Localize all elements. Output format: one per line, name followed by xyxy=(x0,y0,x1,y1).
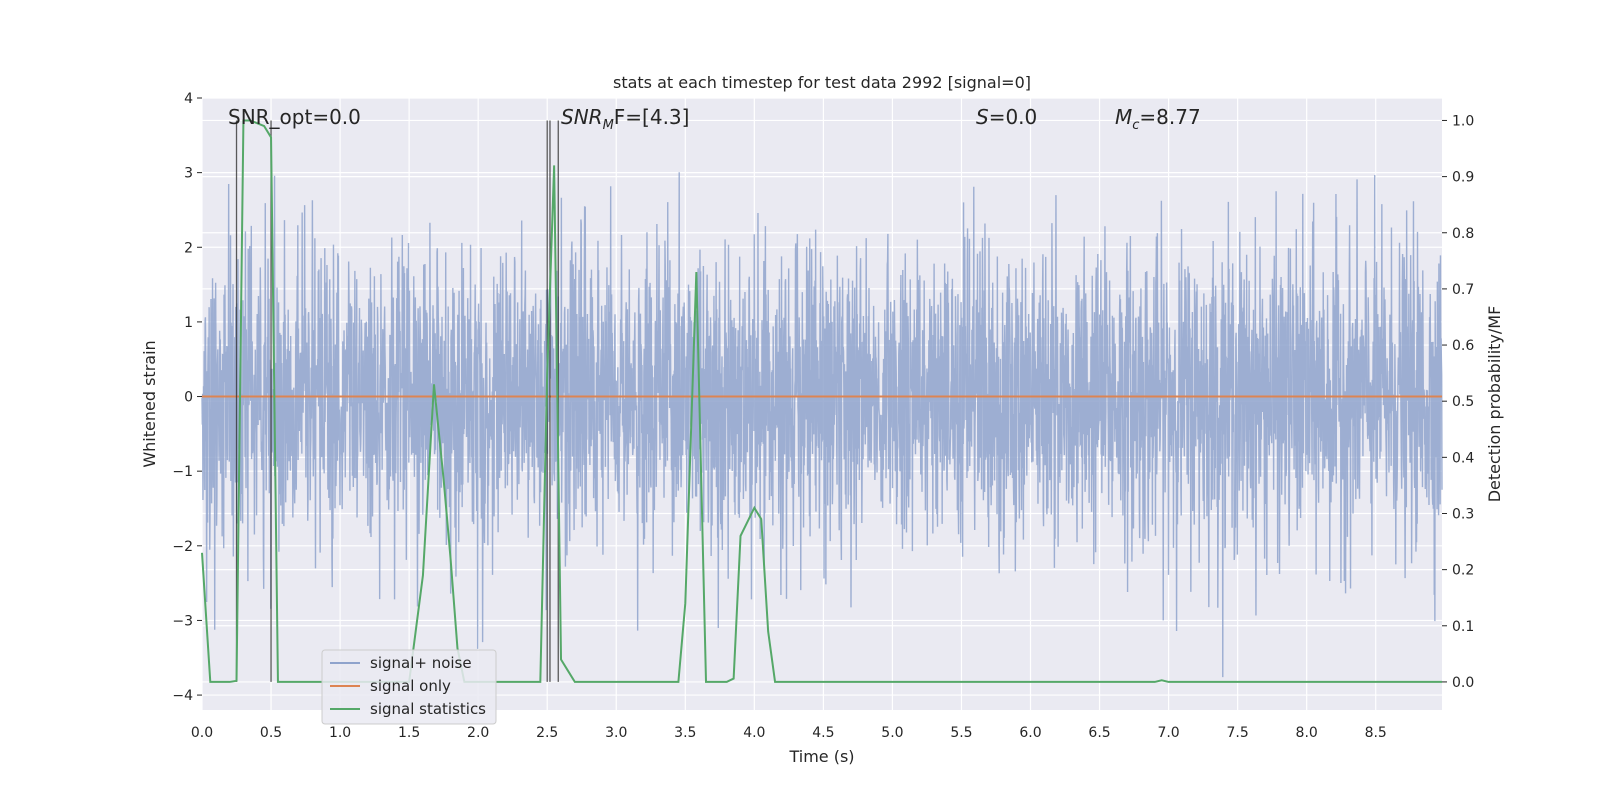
x-tick-label: 4.0 xyxy=(743,725,765,741)
y-right-tick-label: 0.0 xyxy=(1452,675,1474,691)
y-right-tick-label: 0.9 xyxy=(1452,170,1474,186)
y-left-tick-label: 1 xyxy=(184,315,193,331)
annotation-mc-var: M xyxy=(1115,105,1132,129)
annotation-snr-mf-rest: F=[4.3] xyxy=(614,105,690,129)
x-tick-label: 3.0 xyxy=(605,725,627,741)
x-axis: 0.0 0.5 1.0 1.5 2.0 2.5 3.0 3.5 4.0 4.5 5.0 5.5 6.0 6… xyxy=(191,725,1387,741)
annotation-snr-mf: SNRMF=[4.3] xyxy=(561,105,689,133)
legend-label-signal-statistics: signal statistics xyxy=(370,700,486,718)
legend-label-signal-only: signal only xyxy=(370,677,451,695)
legend-label-signal-noise: signal+ noise xyxy=(370,654,472,672)
y-right-tick-label: 0.4 xyxy=(1452,450,1474,466)
y-left-tick-label: −1 xyxy=(172,464,193,480)
annotation-snr-mf-base: SNR xyxy=(561,105,603,129)
annotation-mc: Mc=8.77 xyxy=(1115,105,1201,133)
x-tick-label: 8.5 xyxy=(1365,725,1387,741)
x-tick-label: 0.5 xyxy=(260,725,282,741)
annotation-s-rest: =0.0 xyxy=(989,105,1038,129)
x-axis-label: Time (s) xyxy=(788,747,854,766)
y-left-tick-label: 3 xyxy=(184,166,193,182)
legend-box xyxy=(321,649,497,725)
x-tick-label: 7.0 xyxy=(1157,725,1179,741)
x-tick-label: 4.5 xyxy=(812,725,834,741)
x-tick-label: 8.0 xyxy=(1296,725,1318,741)
y-left-tick-label: 4 xyxy=(184,91,193,107)
series-signal-statistics xyxy=(201,119,1442,683)
y-left-tick-label: −4 xyxy=(172,688,193,704)
y-axis-right: 0.0 0.1 0.2 0.3 0.4 0.5 0.6 0.7 0.8 0.9 1.0 xyxy=(1442,113,1474,691)
x-tick-label: 5.0 xyxy=(881,725,903,741)
y-right-tick-label: 0.2 xyxy=(1452,563,1474,579)
y-axis-left-label: Whitened strain xyxy=(140,340,159,467)
y-left-tick-label: −3 xyxy=(172,613,193,629)
x-tick-label: 3.5 xyxy=(674,725,696,741)
x-tick-label: 1.0 xyxy=(329,725,351,741)
series-line-signal-statistics xyxy=(201,119,1442,683)
legend: signal+ noise signal only signal statist… xyxy=(321,649,497,725)
y-right-tick-label: 0.1 xyxy=(1452,619,1474,635)
series-line-signal-noise xyxy=(201,172,1443,678)
annotation-s-var: S xyxy=(976,105,989,129)
x-tick-label: 5.5 xyxy=(950,725,972,741)
annotation-mc-sub: c xyxy=(1132,118,1139,133)
x-tick-label: 6.0 xyxy=(1019,725,1041,741)
annotation-snr-opt: SNR_opt=0.0 xyxy=(228,105,361,129)
y-right-tick-label: 0.5 xyxy=(1452,394,1474,410)
annotation-mc-rest: =8.77 xyxy=(1139,105,1200,129)
x-tick-label: 6.5 xyxy=(1088,725,1110,741)
y-left-tick-label: 2 xyxy=(184,240,193,256)
y-left-tick-label: −2 xyxy=(172,539,193,555)
y-right-tick-label: 0.3 xyxy=(1452,506,1474,522)
y-right-tick-label: 0.6 xyxy=(1452,338,1474,354)
x-tick-label: 1.5 xyxy=(398,725,420,741)
series-signal-noise xyxy=(201,172,1443,678)
x-tick-label: 2.5 xyxy=(536,725,558,741)
annotation-s: S=0.0 xyxy=(976,105,1037,129)
x-tick-label: 2.0 xyxy=(467,725,489,741)
y-right-tick-label: 1.0 xyxy=(1452,113,1474,129)
chart-title: stats at each timestep for test data 299… xyxy=(613,73,1031,92)
y-right-tick-label: 0.7 xyxy=(1452,282,1474,298)
y-left-tick-label: 0 xyxy=(184,390,193,406)
y-axis-left: −4 −3 −2 −1 0 1 2 3 4 xyxy=(172,91,202,704)
y-right-tick-label: 0.8 xyxy=(1452,226,1474,242)
x-tick-label: 0.0 xyxy=(191,725,213,741)
y-axis-right-label: Detection probability/MF xyxy=(1485,306,1504,503)
annotation-snr-mf-sub: M xyxy=(603,118,614,133)
x-tick-label: 7.5 xyxy=(1227,725,1249,741)
